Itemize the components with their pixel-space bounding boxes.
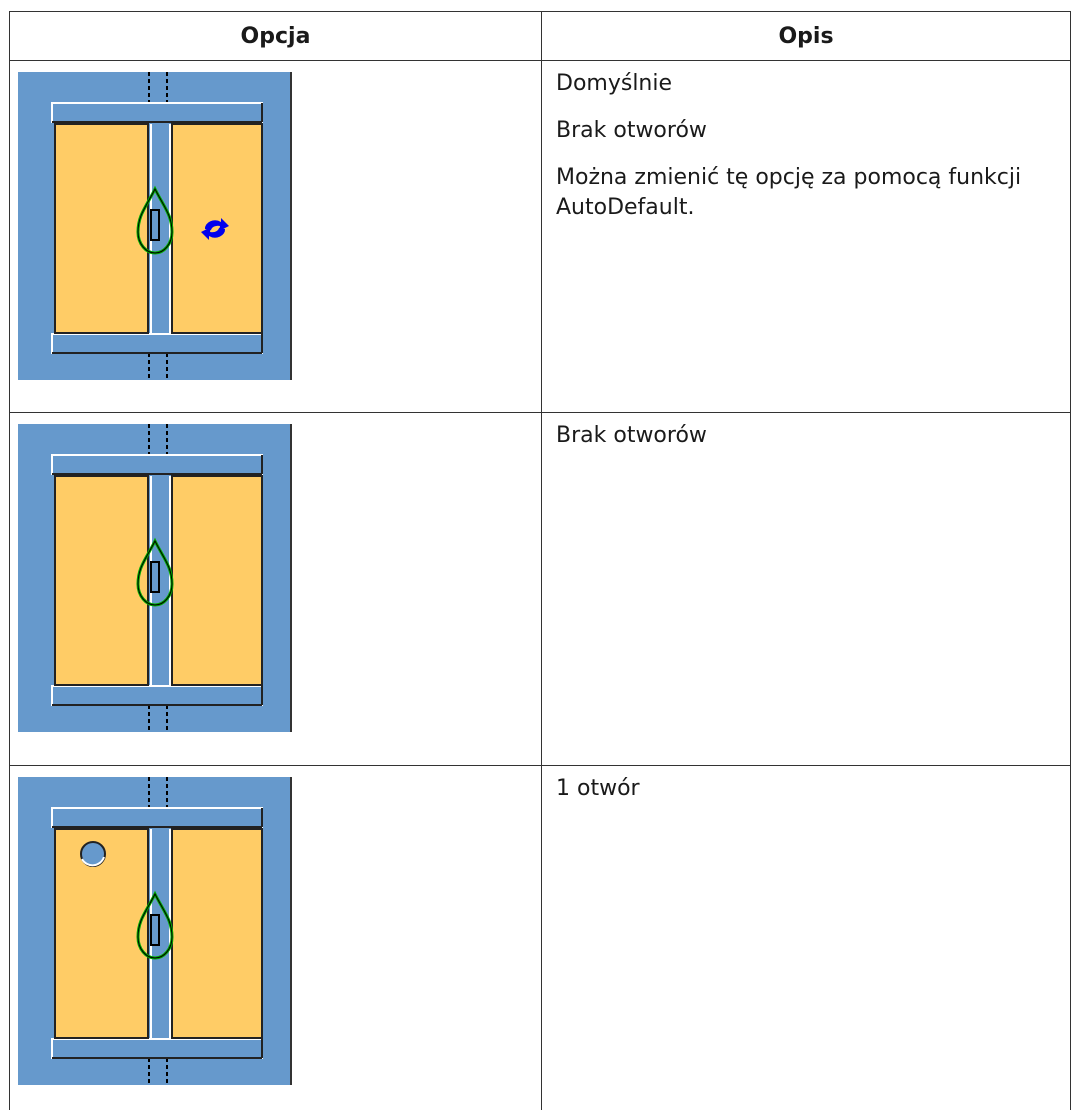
description-text: Można zmienić tę opcję za pomocą funkcji… (556, 163, 1056, 223)
page: Opcja Opis Domyślnie Brak otworów Można … (0, 0, 1071, 1075)
option-image (18, 424, 292, 732)
options-table: Opcja Opis Domyślnie Brak otworów Można … (9, 11, 1071, 1110)
description-text: Domyślnie (556, 69, 1056, 99)
table-row: Domyślnie Brak otworów Można zmienić tę … (10, 61, 1071, 413)
description-text: Brak otworów (556, 421, 1056, 451)
description-cell: Brak otworów (542, 413, 1071, 766)
header-cell: Opcja (10, 12, 542, 61)
description-cell: 1 otwór (542, 766, 1071, 1110)
table-row: Brak otworów (10, 413, 1071, 766)
image-cell (10, 766, 542, 1110)
description-text: Brak otworów (556, 116, 1056, 146)
header-cell: Opis (542, 12, 1071, 61)
table-row: 1 otwór (10, 766, 1071, 1110)
image-cell (10, 413, 542, 766)
description-cell: Domyślnie Brak otworów Można zmienić tę … (542, 61, 1071, 413)
header-row: Opcja Opis (10, 12, 1071, 61)
description-text: 1 otwór (556, 774, 1056, 804)
image-cell (10, 61, 542, 413)
option-image (18, 72, 292, 380)
option-image (18, 777, 292, 1085)
